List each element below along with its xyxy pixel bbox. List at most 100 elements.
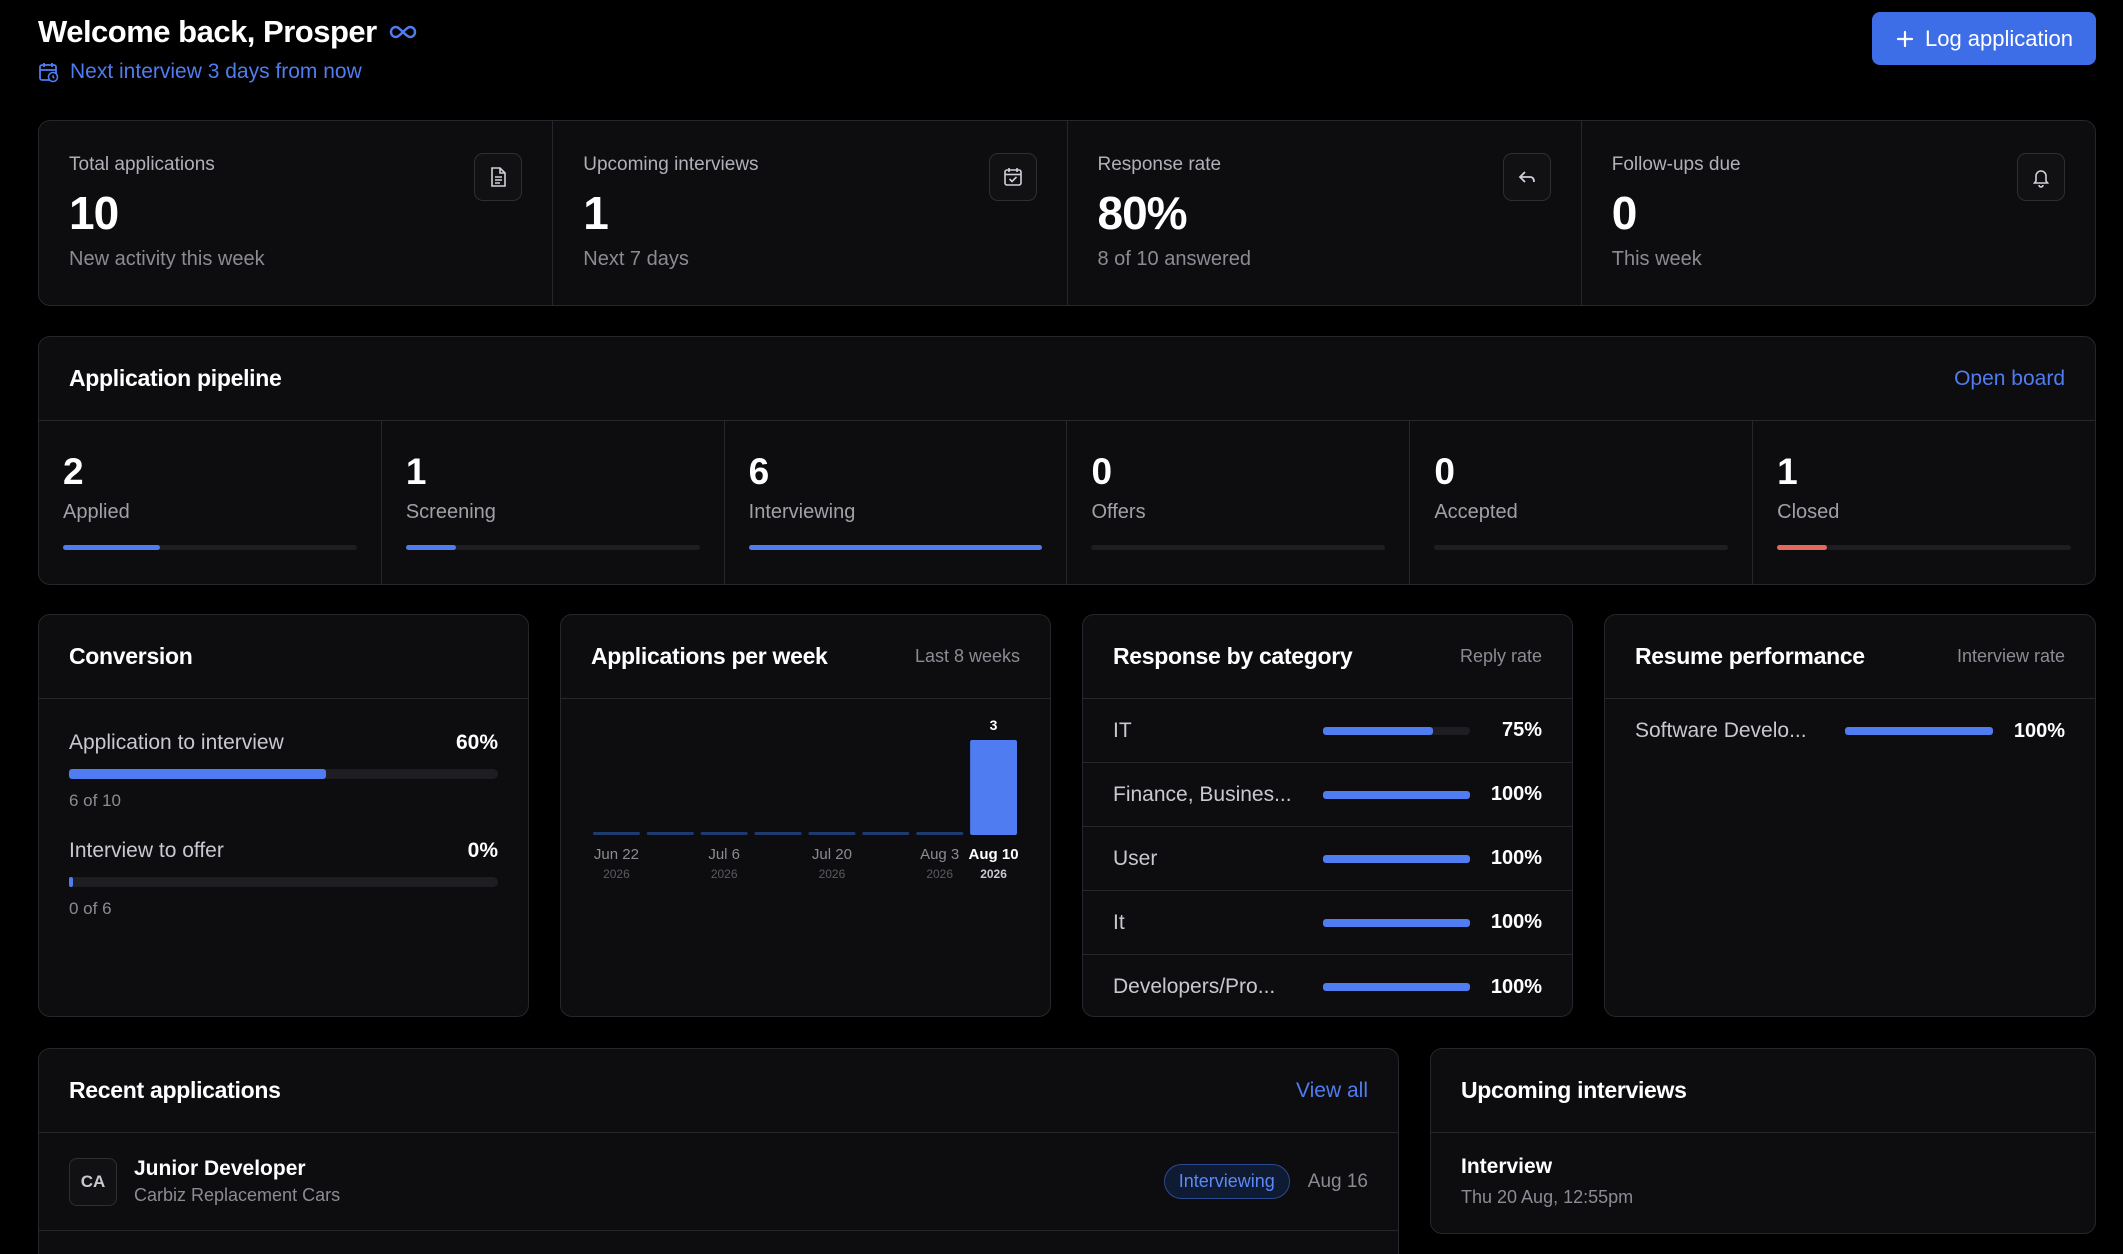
infinity-icon [389, 25, 416, 39]
stat-label: Total applications [69, 154, 215, 175]
category-bar-fill [1323, 983, 1470, 991]
response-by-category-card: Response by category Reply rate IT 75% Fin… [1082, 614, 1573, 1017]
bar-jul-20[interactable] [808, 832, 856, 835]
stage-count: 2 [63, 451, 84, 492]
stage-name: Interviewing [748, 501, 856, 523]
bar-aug-3[interactable] [916, 832, 964, 835]
category-value: 75% [1501, 719, 1542, 741]
conversion-bar-fill [69, 769, 327, 779]
conversion-row: Interview to offer 0% 0 of 6 [39, 839, 528, 919]
category-name: Developers/Pro... [1113, 975, 1276, 998]
resume-value: 100% [2013, 719, 2065, 742]
calendar-clock-icon [39, 63, 59, 83]
category-row: Finance, Busines... 100% [1083, 763, 1572, 827]
apw-header: Applications per week Last 8 weeks [561, 615, 1050, 699]
stage-count: 1 [1777, 451, 1798, 492]
interview-row[interactable]: Interview Thu 20 Aug, 12:55pm [1431, 1133, 2095, 1230]
stage-progress-fill [748, 545, 1043, 550]
next-interview-text: Next interview 3 days from now [70, 60, 362, 83]
x-tick-year: 2026 [711, 867, 738, 881]
category-name: User [1113, 846, 1158, 870]
application-company: Carbiz Replacement Cars [134, 1185, 341, 1205]
x-tick-label: Aug 10 [969, 846, 1019, 863]
open-board-link[interactable]: Open board [1954, 366, 2065, 390]
recent-applications-card: Recent applications View all CA Junior D… [38, 1048, 1399, 1254]
stat-label: Upcoming interviews [583, 154, 759, 175]
bar-jul-13[interactable] [754, 832, 802, 835]
resume-bar-fill [1845, 727, 1993, 735]
plus-icon [1896, 30, 1914, 47]
conversion-value: 60% [455, 731, 498, 754]
conversion-bar [69, 769, 498, 779]
category-bar-fill [1323, 790, 1470, 799]
pipeline-stage-offers[interactable]: 0 Offers [1067, 421, 1411, 584]
x-tick-year: 2026 [980, 867, 1007, 881]
stat-sub: New activity this week [69, 248, 265, 270]
interview-time: Thu 20 Aug, 12:55pm [1461, 1187, 1634, 1207]
upcoming-title: Upcoming interviews [1461, 1077, 1687, 1103]
pipeline-stage-closed[interactable]: 1 Closed [1753, 421, 2095, 584]
stat-label: Response rate [1097, 154, 1222, 175]
stage-progress-bar [1434, 545, 1729, 550]
bar-data-label: 3 [990, 717, 998, 733]
stat-sub: 8 of 10 answered [1097, 248, 1251, 270]
bar-aug-10[interactable] [970, 740, 1017, 835]
conversion-title: Conversion [69, 643, 193, 669]
stat-sub: This week [1611, 248, 1702, 270]
applications-per-week-card: Applications per week Last 8 weeks 3 Jun … [560, 614, 1051, 1017]
log-application-button[interactable]: Log application [1872, 12, 2096, 65]
x-tick-year: 2026 [819, 867, 846, 881]
stat-value: 80% [1097, 187, 1188, 239]
pipeline-stage-accepted[interactable]: 0 Accepted [1410, 421, 1754, 584]
category-value: 100% [1490, 911, 1542, 933]
resume-meta: Interview rate [1956, 646, 2065, 666]
conversion-sub: 6 of 10 [69, 791, 121, 810]
category-bar [1323, 983, 1470, 991]
bar-jun-29[interactable] [646, 832, 694, 835]
resume-rows: Software Develo... 100% [1605, 699, 2095, 763]
welcome-text: Welcome back, Prosper [38, 14, 377, 49]
x-tick-label: Jul 20 [812, 846, 852, 863]
pipeline-stages: 2 Applied 1 Screening 6 Interviewing 0 Offers 0 A… [39, 421, 2095, 584]
rbc-title: Response by category [1113, 643, 1353, 669]
pipeline-stage-screening[interactable]: 1 Screening [382, 421, 725, 584]
document-icon [474, 153, 523, 201]
category-name: It [1113, 910, 1125, 934]
upcoming-interviews-card: Upcoming interviews Interview Thu 20 Aug… [1430, 1048, 2096, 1234]
stat-upcoming-interviews: Upcoming interviews 1 Next 7 days [553, 121, 1068, 305]
conversion-bar [69, 877, 498, 887]
stage-progress-bar [63, 545, 357, 550]
category-bar-fill [1323, 918, 1470, 927]
category-bar [1323, 790, 1470, 799]
stage-count: 0 [1091, 451, 1113, 492]
stat-total-applications: Total applications 10 New activity this … [39, 121, 554, 305]
stat-value: 1 [583, 187, 609, 239]
category-value: 100% [1490, 847, 1542, 869]
conversion-bar-fill [69, 877, 73, 887]
resume-row: Software Develo... 100% [1605, 699, 2095, 763]
stat-follow-ups: Follow-ups due 0 This week [1582, 121, 2095, 305]
pipeline-stage-interviewing[interactable]: 6 Interviewing [725, 421, 1068, 584]
x-tick-label: Aug 3 [920, 846, 959, 863]
resume-title: Resume performance [1635, 643, 1865, 669]
bar-jul-6[interactable] [700, 832, 748, 835]
stage-progress-bar [1777, 545, 2071, 550]
category-row: IT 75% [1083, 699, 1572, 763]
view-all-link[interactable]: View all [1296, 1078, 1368, 1102]
stage-name: Closed [1777, 501, 1840, 523]
stage-name: Accepted [1434, 501, 1518, 523]
category-bar-fill [1323, 726, 1434, 735]
application-row[interactable]: CA Junior Developer Carbiz Replacement C… [39, 1133, 1398, 1231]
stage-progress-bar [748, 545, 1043, 550]
pipeline-title: Application pipeline [69, 365, 282, 391]
pipeline-stage-applied[interactable]: 2 Applied [39, 421, 382, 584]
next-interview-link[interactable]: Next interview 3 days from now [38, 60, 362, 84]
rbc-meta: Reply rate [1459, 646, 1542, 666]
bar-jul-27[interactable] [862, 832, 910, 835]
category-bar-fill [1323, 854, 1470, 863]
stage-name: Screening [405, 501, 496, 523]
x-tick-year: 2026 [603, 867, 630, 881]
stage-name: Applied [63, 501, 130, 523]
bar-jun-22[interactable] [593, 832, 640, 835]
